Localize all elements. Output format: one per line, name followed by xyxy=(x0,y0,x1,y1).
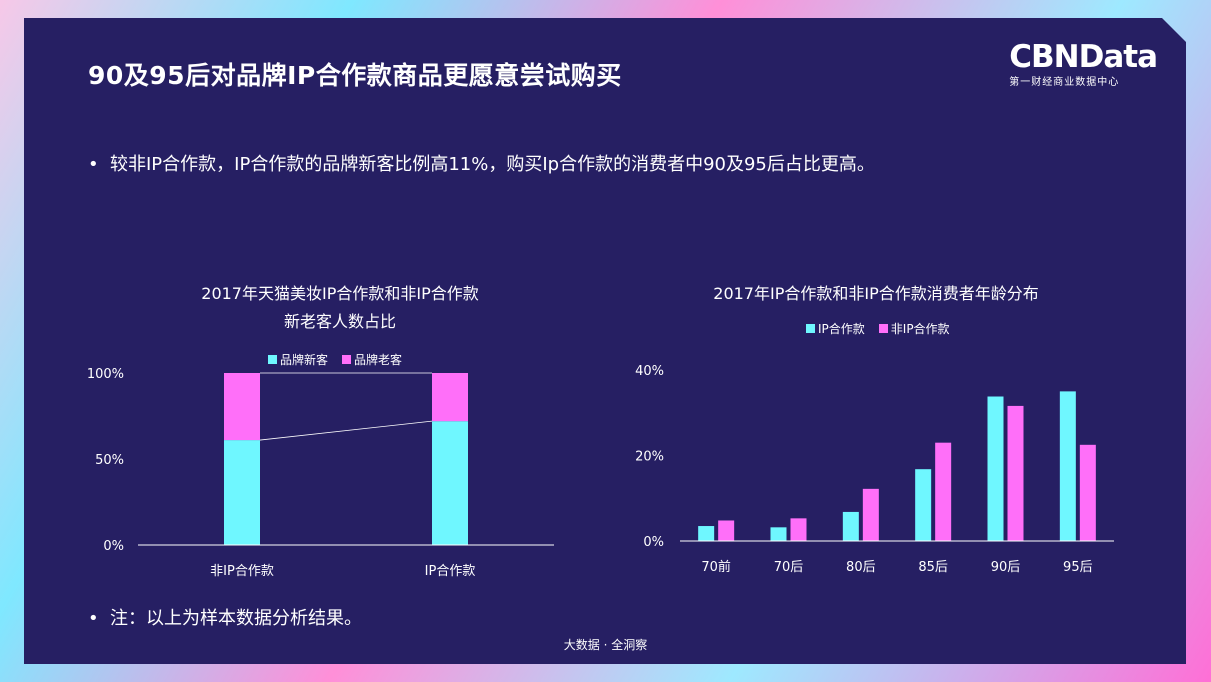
chart1-y-tick: 0% xyxy=(103,539,124,554)
chart2-bar xyxy=(987,396,1004,541)
bullet-dot: • xyxy=(88,154,99,175)
chart2-bar xyxy=(862,488,879,541)
chart1-title-line1: 2017年天猫美妆IP合作款和非IP合作款 xyxy=(201,284,479,303)
bullet-dot: • xyxy=(88,608,99,629)
logo-subtitle: 第一财经商业数据中心 xyxy=(1009,77,1120,88)
chart2-bar xyxy=(1007,405,1024,541)
chart2-bar xyxy=(1059,391,1076,541)
chart2-bar xyxy=(790,518,807,541)
logo-wordmark: CBNData xyxy=(1009,39,1158,75)
chart1-y-tick: 100% xyxy=(87,367,124,382)
cbndata-logo: CBNData 第一财经商业数据中心 xyxy=(1009,39,1158,88)
chart2-legend: IP合作款 非IP合作款 xyxy=(806,320,950,337)
chart2-x-tick: 70前 xyxy=(701,559,731,575)
chart1-x-tick: 非IP合作款 xyxy=(210,564,274,579)
legend-item-new-customers: 品牌新客 xyxy=(268,351,328,368)
legend-item-non-ip: 非IP合作款 xyxy=(878,320,950,337)
chart2-y-tick: 40% xyxy=(635,364,664,379)
chart2-y-tick: 20% xyxy=(635,450,664,465)
chart2-bar xyxy=(842,511,859,541)
chart1-legend: 品牌新客 品牌老客 xyxy=(268,351,402,368)
legend-label: 非IP合作款 xyxy=(890,322,950,336)
bullet-note: • 注：以上为样本数据分析结果。 xyxy=(88,604,362,630)
bullet-note-text: 注：以上为样本数据分析结果。 xyxy=(110,608,362,629)
chart1-title: 2017年天猫美妆IP合作款和非IP合作款 新老客人数占比 xyxy=(140,280,540,336)
chart1-bar-segment xyxy=(432,373,468,422)
bullet-summary: • 较非IP合作款，IP合作款的品牌新客比例高11%，购买Ip合作款的消费者中90… xyxy=(88,150,875,176)
chart2-title: 2017年IP合作款和非IP合作款消费者年龄分布 xyxy=(713,284,1039,303)
legend-swatch xyxy=(342,355,352,364)
page-title: 90及95后对品牌IP合作款商品更愿意尝试购买 xyxy=(88,61,622,90)
chart1-bar-segment xyxy=(224,440,260,545)
chart2-y-tick: 0% xyxy=(643,535,664,550)
legend-swatch xyxy=(878,324,888,333)
chart2-x-tick: 70后 xyxy=(774,560,804,575)
slide-panel xyxy=(24,18,1186,664)
legend-swatch xyxy=(268,355,277,364)
chart1-y-tick: 50% xyxy=(95,453,124,468)
legend-label: 品牌新客 xyxy=(280,353,329,367)
chart2-bar xyxy=(698,526,715,541)
bullet-summary-text: 较非IP合作款，IP合作款的品牌新客比例高11%，购买Ip合作款的消费者中90及… xyxy=(110,154,875,175)
legend-swatch xyxy=(806,324,815,333)
chart2-bar xyxy=(935,442,952,541)
chart2-x-tick: 80后 xyxy=(846,560,876,575)
chart2-x-tick: 85后 xyxy=(918,560,948,575)
chart2-bar xyxy=(718,520,735,541)
chart1-x-tick: IP合作款 xyxy=(425,564,476,579)
chart2-x-tick: 95后 xyxy=(1063,560,1093,575)
legend-item-ip: IP合作款 xyxy=(806,320,865,337)
chart2-bar xyxy=(915,469,932,541)
chart2-x-tick: 90后 xyxy=(991,560,1021,575)
legend-item-returning-customers: 品牌老客 xyxy=(342,351,402,368)
chart1-bar-segment xyxy=(224,373,260,441)
chart2-bar xyxy=(1079,444,1096,541)
chart1-bar-segment xyxy=(432,421,468,545)
legend-label: 品牌老客 xyxy=(354,353,403,367)
chart1-title-line2: 新老客人数占比 xyxy=(283,312,396,331)
chart1-series-line xyxy=(259,420,433,441)
legend-label: IP合作款 xyxy=(818,322,865,336)
chart2-bar xyxy=(770,527,787,541)
footer-slogan: 大数据 · 全洞察 xyxy=(563,638,648,652)
